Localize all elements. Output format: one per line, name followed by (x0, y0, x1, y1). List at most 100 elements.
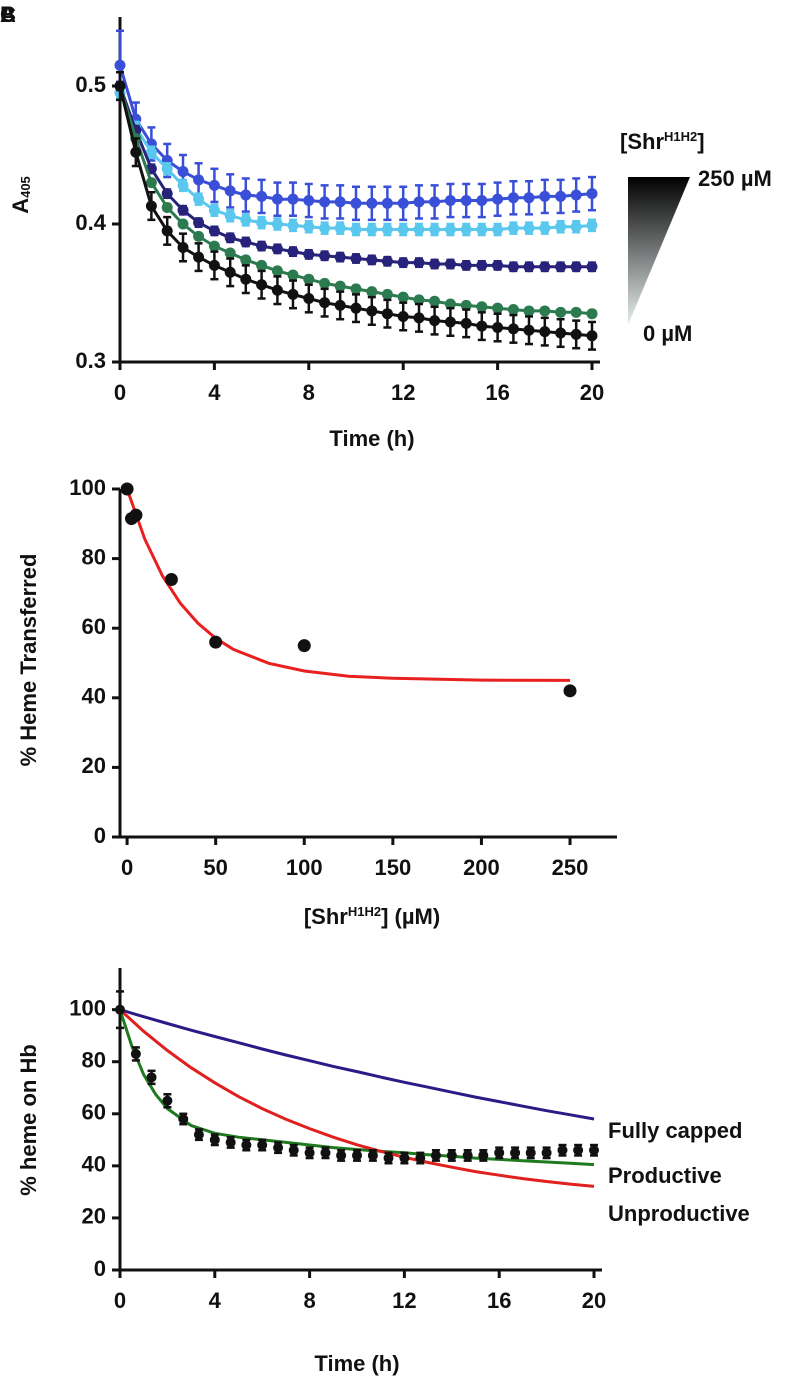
x-axis-label: [ShrH1H2] (µM) (304, 904, 440, 929)
data-point (271, 218, 283, 230)
data-point (303, 273, 315, 285)
data-point (271, 265, 283, 277)
data-point (303, 248, 315, 260)
y-tick-label: 20 (82, 1204, 106, 1229)
data-point (523, 192, 535, 204)
data-point (586, 219, 598, 231)
data-point (444, 298, 456, 310)
y-tick-label: 0.3 (75, 348, 106, 373)
data-point (288, 1145, 299, 1156)
legend-title-part: [Shr (620, 129, 664, 154)
data-point (586, 330, 598, 342)
x-axis-label-part: [Shr (304, 904, 348, 929)
y-tick-label: 0 (94, 1256, 106, 1281)
data-point (319, 250, 331, 262)
data-point (523, 222, 535, 234)
data-point (350, 253, 362, 264)
x-axis-label: Time (h) (314, 1351, 399, 1376)
data-point (563, 684, 577, 698)
x-tick-label: 4 (208, 380, 221, 405)
x-tick-label: 20 (580, 380, 604, 405)
data-point (539, 305, 551, 317)
legend-title-part: H1H2 (664, 129, 697, 144)
data-point (146, 1072, 157, 1083)
data-point (507, 323, 519, 335)
x-tick-label: 20 (582, 1288, 606, 1313)
data-point (224, 210, 236, 222)
data-point (224, 266, 236, 278)
data-point (492, 322, 504, 333)
data-point (539, 222, 551, 234)
data-point (350, 197, 362, 209)
data-point (541, 1147, 552, 1158)
data-point (570, 261, 582, 273)
data-point (240, 214, 252, 226)
data-point (507, 261, 519, 273)
y-axis-label: % Heme Transferred (16, 554, 41, 767)
data-point (161, 163, 173, 175)
data-point (273, 1142, 284, 1153)
data-point (161, 225, 173, 237)
data-point (164, 572, 178, 586)
panel-label: C (0, 2, 16, 27)
data-point (570, 189, 582, 201)
series-line (118, 1009, 595, 1167)
x-axis-label: Time (h) (329, 426, 414, 451)
data-point (444, 224, 456, 236)
data-point (161, 188, 173, 200)
data-point (460, 195, 472, 207)
data-point (241, 1140, 252, 1151)
data-point (460, 259, 472, 271)
x-tick-label: 8 (303, 380, 315, 405)
data-point (352, 1150, 362, 1161)
y-axis-label-part: 405 (18, 176, 33, 198)
data-point (478, 1150, 489, 1161)
y-tick-label: 100 (69, 475, 106, 500)
x-axis-label-part: ] (µM) (381, 904, 440, 929)
data-point (492, 259, 504, 271)
series-line (119, 1008, 595, 1121)
data-point (193, 193, 205, 205)
data-point (319, 297, 331, 309)
data-point (287, 246, 299, 258)
data-point (397, 257, 409, 269)
data-point (287, 193, 299, 205)
data-point (162, 1095, 173, 1106)
data-point (476, 320, 488, 332)
data-point (256, 217, 268, 229)
y-tick-label: 80 (82, 544, 106, 569)
data-point (240, 236, 252, 248)
data-point (256, 240, 268, 252)
data-point (444, 195, 456, 207)
y-tick-label: 60 (82, 1100, 106, 1125)
data-point (208, 259, 220, 271)
data-point (492, 302, 504, 314)
data-point (240, 273, 252, 285)
legend-title: [ShrH1H2] (620, 129, 705, 154)
data-point (507, 304, 519, 316)
legend-label: Unproductive (608, 1201, 750, 1226)
data-point (366, 254, 378, 266)
data-point (367, 1150, 378, 1161)
data-point (570, 306, 582, 318)
legend-label: Fully capped (608, 1118, 742, 1143)
data-point (303, 195, 315, 207)
data-point (303, 293, 315, 305)
data-point (381, 224, 393, 236)
data-point (539, 326, 551, 338)
data-point (413, 196, 425, 208)
data-point (476, 224, 488, 236)
x-tick-label: 150 (374, 855, 411, 880)
y-axis-label-part: A (8, 198, 33, 214)
x-tick-label: 0 (114, 1288, 126, 1313)
data-point (397, 310, 409, 322)
data-point (193, 1129, 204, 1140)
data-point (256, 259, 268, 271)
data-point (130, 146, 142, 158)
data-point (208, 204, 220, 216)
data-point (287, 269, 299, 281)
data-point (397, 197, 409, 209)
data-point (444, 258, 456, 270)
data-point (304, 1147, 315, 1158)
y-tick-label: 20 (82, 753, 106, 778)
